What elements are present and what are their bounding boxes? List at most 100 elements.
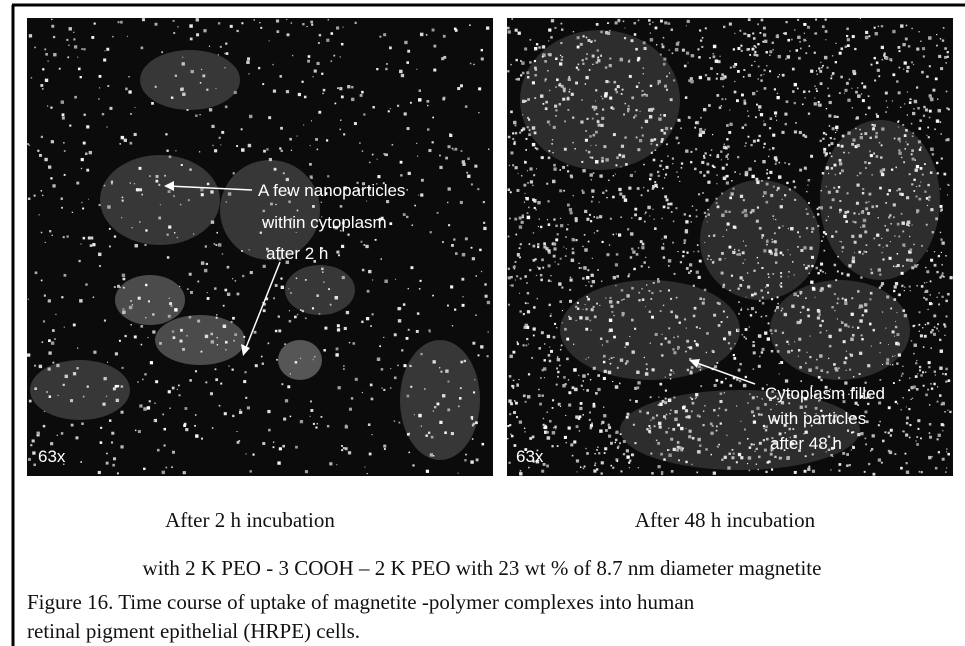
speckle (585, 149, 588, 152)
speckle (471, 257, 475, 261)
speckle (588, 418, 591, 421)
speckle (304, 278, 307, 281)
speckle (560, 58, 563, 62)
speckle (913, 243, 915, 246)
speckle (765, 240, 769, 243)
speckle (587, 150, 591, 154)
speckle (649, 173, 653, 177)
speckle (945, 139, 948, 142)
speckle (290, 292, 292, 294)
speckle (767, 176, 770, 180)
speckle (582, 277, 585, 280)
speckle (939, 366, 942, 369)
speckle (367, 423, 371, 426)
speckle (798, 337, 802, 341)
speckle (803, 246, 807, 250)
speckle (442, 97, 446, 101)
speckle (665, 430, 668, 434)
speckle (556, 356, 559, 358)
speckle (728, 245, 732, 249)
speckle (791, 261, 794, 263)
speckle (640, 126, 643, 129)
speckle (538, 218, 540, 220)
speckle (290, 149, 293, 152)
speckle (445, 156, 448, 160)
speckle (461, 160, 465, 164)
speckle (584, 248, 588, 252)
speckle (890, 223, 892, 225)
speckle (617, 18, 621, 22)
speckle (27, 353, 31, 357)
speckle (225, 52, 229, 55)
speckle (939, 231, 942, 234)
speckle (685, 327, 687, 329)
speckle (596, 113, 599, 115)
speckle (598, 201, 600, 203)
speckle (825, 133, 828, 136)
speckle (595, 144, 597, 146)
speckle (372, 106, 375, 109)
speckle (555, 238, 559, 242)
speckle (685, 267, 689, 270)
speckle (659, 382, 663, 386)
speckle (465, 453, 467, 456)
speckle (572, 31, 575, 33)
speckle (535, 147, 539, 151)
speckle (663, 57, 667, 61)
speckle (804, 430, 808, 434)
speckle (119, 286, 121, 288)
speckle (654, 26, 658, 30)
speckle (857, 432, 861, 437)
speckle (63, 142, 65, 144)
speckle (796, 320, 800, 325)
speckle (549, 124, 551, 126)
speckle (510, 402, 513, 406)
speckle (858, 250, 861, 254)
speckle (773, 156, 778, 160)
speckle (621, 154, 626, 159)
speckle (690, 366, 694, 369)
speckle (757, 262, 760, 264)
speckle (745, 296, 747, 298)
speckle (512, 164, 515, 167)
speckle (432, 294, 434, 297)
speckle (324, 326, 328, 330)
speckle (865, 113, 867, 116)
speckle (724, 98, 727, 100)
speckle (641, 298, 645, 301)
speckle (762, 160, 766, 164)
speckle (542, 462, 546, 466)
speckle (610, 106, 614, 110)
speckle (775, 115, 777, 117)
speckle (945, 451, 948, 453)
speckle (198, 151, 201, 153)
speckle (852, 376, 855, 378)
speckle (361, 90, 364, 94)
speckle (634, 327, 637, 330)
speckle (145, 283, 148, 287)
speckle (103, 184, 106, 187)
speckle (714, 59, 719, 63)
speckle (643, 220, 646, 223)
speckle (257, 66, 261, 70)
speckle (572, 239, 575, 242)
speckle (648, 115, 653, 119)
speckle (899, 141, 901, 143)
speckle (585, 308, 588, 311)
speckle (645, 256, 647, 258)
speckle (605, 189, 608, 192)
speckle (810, 424, 813, 427)
speckle (889, 241, 891, 243)
speckle (477, 354, 480, 357)
speckle (817, 272, 820, 275)
speckle (641, 246, 645, 250)
speckle (711, 349, 715, 353)
speckle (903, 68, 905, 70)
speckle (838, 162, 843, 166)
speckle (870, 450, 872, 452)
speckle (850, 312, 854, 316)
speckle (912, 63, 915, 66)
speckle (762, 439, 766, 442)
speckle (131, 304, 134, 306)
speckle (908, 250, 912, 254)
